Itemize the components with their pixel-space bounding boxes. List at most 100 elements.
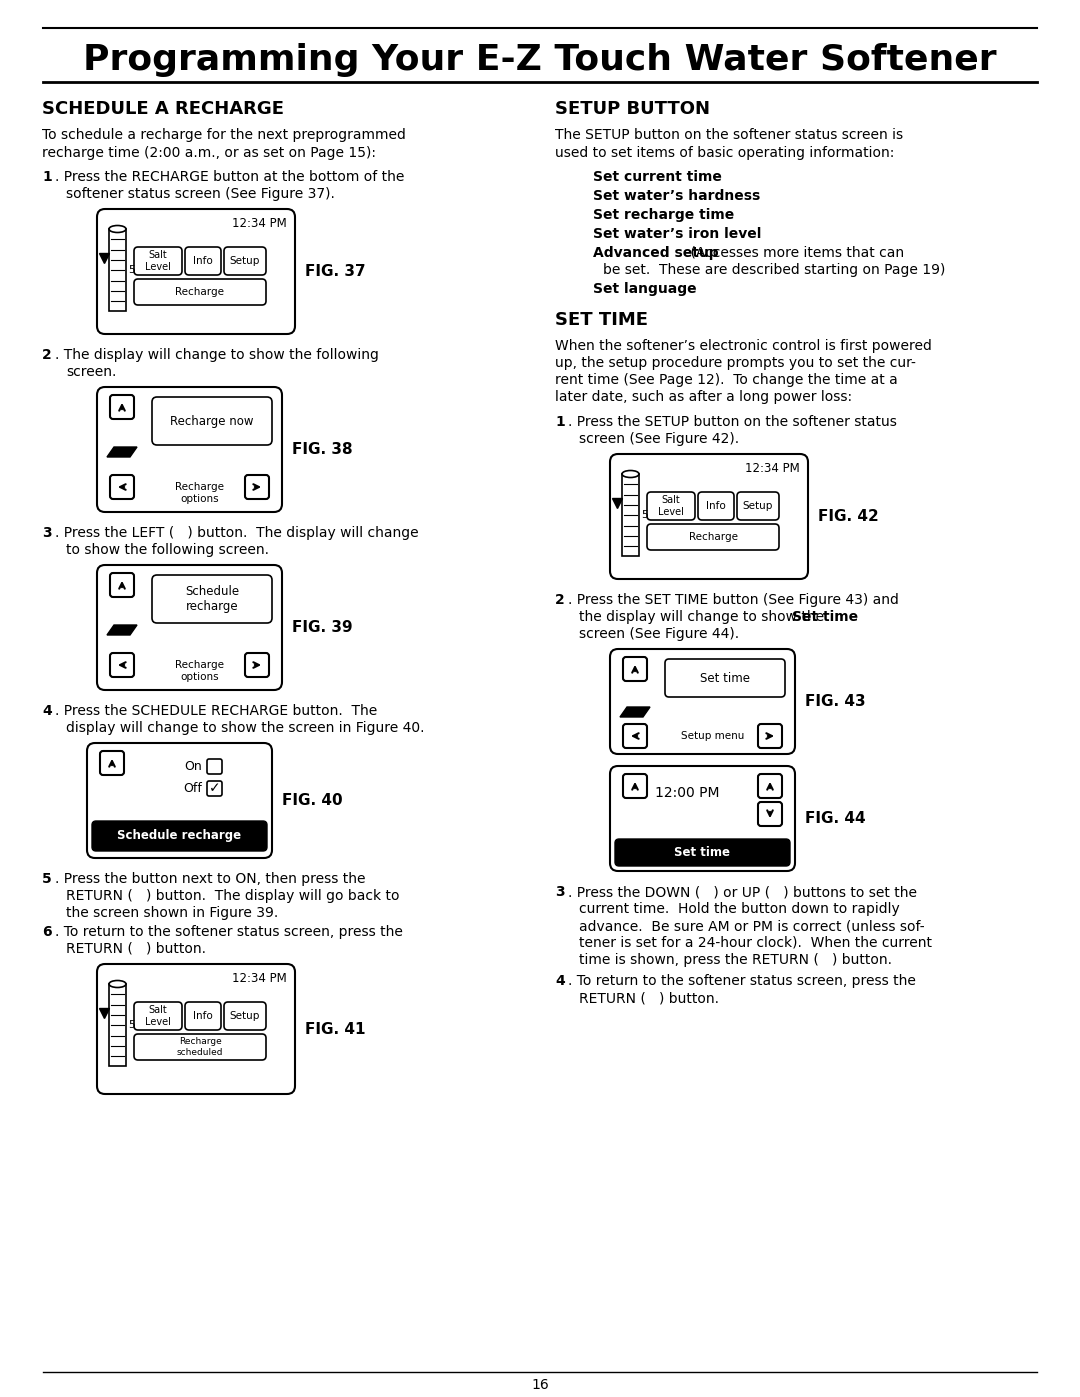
FancyBboxPatch shape <box>110 652 134 678</box>
Text: time is shown, press the RETURN (   ) button.: time is shown, press the RETURN ( ) butt… <box>579 953 892 967</box>
Text: Set time: Set time <box>700 672 750 685</box>
Text: (Accesses more items that can: (Accesses more items that can <box>686 246 904 260</box>
Text: To schedule a recharge for the next preprogrammed: To schedule a recharge for the next prep… <box>42 129 406 142</box>
Text: Set time: Set time <box>675 847 730 859</box>
Text: . Press the DOWN (   ) or UP (   ) buttons to set the: . Press the DOWN ( ) or UP ( ) buttons t… <box>568 886 917 900</box>
Text: display will change to show the screen in Figure 40.: display will change to show the screen i… <box>66 721 424 735</box>
FancyBboxPatch shape <box>92 821 267 851</box>
Text: Advanced setup: Advanced setup <box>593 246 718 260</box>
FancyBboxPatch shape <box>610 650 795 754</box>
FancyBboxPatch shape <box>207 781 222 796</box>
Text: Set time: Set time <box>792 610 859 624</box>
Text: FIG. 44: FIG. 44 <box>805 812 866 826</box>
Text: 1: 1 <box>555 415 565 429</box>
Text: . Press the SET TIME button (See Figure 43) and: . Press the SET TIME button (See Figure … <box>568 592 899 608</box>
FancyBboxPatch shape <box>97 964 295 1094</box>
FancyBboxPatch shape <box>185 247 221 275</box>
Text: the screen shown in Figure 39.: the screen shown in Figure 39. <box>66 907 279 921</box>
Text: screen.: screen. <box>66 365 117 379</box>
Text: 2: 2 <box>42 348 52 362</box>
Text: FIG. 42: FIG. 42 <box>818 509 879 524</box>
Text: . Press the button next to ON, then press the: . Press the button next to ON, then pres… <box>55 872 365 886</box>
Text: Setup menu: Setup menu <box>680 731 744 740</box>
FancyBboxPatch shape <box>245 652 269 678</box>
Text: 6: 6 <box>42 925 52 939</box>
FancyBboxPatch shape <box>758 724 782 747</box>
Text: Set language: Set language <box>593 282 697 296</box>
Text: Salt
Level: Salt Level <box>145 250 171 272</box>
FancyBboxPatch shape <box>758 802 782 826</box>
Text: Recharge
scheduled: Recharge scheduled <box>177 1038 224 1056</box>
Text: Schedule recharge: Schedule recharge <box>118 830 242 842</box>
FancyBboxPatch shape <box>224 1002 266 1030</box>
Text: Recharge now: Recharge now <box>171 415 254 427</box>
Text: Setup: Setup <box>230 256 260 265</box>
Text: Info: Info <box>193 1011 213 1021</box>
Bar <box>622 474 639 556</box>
FancyBboxPatch shape <box>134 1002 183 1030</box>
Text: 12:34 PM: 12:34 PM <box>745 462 800 475</box>
FancyBboxPatch shape <box>97 210 295 334</box>
Text: softener status screen (See Figure 37).: softener status screen (See Figure 37). <box>66 187 335 201</box>
Ellipse shape <box>622 471 639 478</box>
FancyBboxPatch shape <box>152 397 272 446</box>
Ellipse shape <box>109 981 126 988</box>
Text: . The display will change to show the following: . The display will change to show the fo… <box>55 348 379 362</box>
Text: Info: Info <box>706 502 726 511</box>
Text: 4: 4 <box>555 974 565 988</box>
Text: The SETUP button on the softener status screen is: The SETUP button on the softener status … <box>555 129 903 142</box>
Polygon shape <box>107 624 137 636</box>
Text: later date, such as after a long power loss:: later date, such as after a long power l… <box>555 390 852 404</box>
Text: Salt
Level: Salt Level <box>658 495 684 517</box>
FancyBboxPatch shape <box>623 724 647 747</box>
Text: Recharge
options: Recharge options <box>175 659 224 682</box>
Text: ✓: ✓ <box>208 781 220 795</box>
Text: 5: 5 <box>129 1020 135 1030</box>
Text: FIG. 43: FIG. 43 <box>805 694 866 710</box>
Text: Off: Off <box>184 782 202 795</box>
FancyBboxPatch shape <box>110 475 134 499</box>
Text: Setup: Setup <box>230 1011 260 1021</box>
Text: Recharge: Recharge <box>175 286 225 298</box>
Text: Set recharge time: Set recharge time <box>593 208 734 222</box>
Text: to show the following screen.: to show the following screen. <box>66 543 269 557</box>
Ellipse shape <box>109 225 126 232</box>
FancyBboxPatch shape <box>110 395 134 419</box>
Polygon shape <box>620 707 650 717</box>
Text: SCHEDULE A RECHARGE: SCHEDULE A RECHARGE <box>42 101 284 117</box>
Text: screen (See Figure 44).: screen (See Figure 44). <box>579 627 739 641</box>
Text: tener is set for a 24-hour clock).  When the current: tener is set for a 24-hour clock). When … <box>579 936 932 950</box>
FancyBboxPatch shape <box>97 387 282 511</box>
Bar <box>109 229 126 312</box>
FancyBboxPatch shape <box>623 774 647 798</box>
Text: Info: Info <box>193 256 213 265</box>
FancyBboxPatch shape <box>615 840 789 866</box>
Text: . Press the SCHEDULE RECHARGE button.  The: . Press the SCHEDULE RECHARGE button. Th… <box>55 704 377 718</box>
Text: . Press the LEFT (   ) button.  The display will change: . Press the LEFT ( ) button. The display… <box>55 527 419 541</box>
FancyBboxPatch shape <box>647 492 696 520</box>
Text: 3: 3 <box>42 527 52 541</box>
Text: screen (See Figure 42).: screen (See Figure 42). <box>579 432 739 446</box>
Text: FIG. 38: FIG. 38 <box>292 441 353 457</box>
Text: the display will change to show the: the display will change to show the <box>579 610 828 624</box>
FancyBboxPatch shape <box>97 564 282 690</box>
FancyBboxPatch shape <box>87 743 272 858</box>
Text: . To return to the softener status screen, press the: . To return to the softener status scree… <box>55 925 403 939</box>
Text: 3: 3 <box>555 886 565 900</box>
Text: advance.  Be sure AM or PM is correct (unless sof-: advance. Be sure AM or PM is correct (un… <box>579 919 924 933</box>
Text: 12:00 PM: 12:00 PM <box>656 787 719 800</box>
Text: 16: 16 <box>531 1377 549 1391</box>
FancyBboxPatch shape <box>647 524 779 550</box>
Text: recharge time (2:00 a.m., or as set on Page 15):: recharge time (2:00 a.m., or as set on P… <box>42 147 376 161</box>
Polygon shape <box>107 447 137 457</box>
FancyBboxPatch shape <box>698 492 734 520</box>
Text: FIG. 41: FIG. 41 <box>305 1021 365 1037</box>
FancyBboxPatch shape <box>100 752 124 775</box>
Text: Programming Your E-Z Touch Water Softener: Programming Your E-Z Touch Water Softene… <box>83 43 997 77</box>
FancyBboxPatch shape <box>623 657 647 680</box>
Text: 12:34 PM: 12:34 PM <box>232 217 287 231</box>
Text: SET TIME: SET TIME <box>555 312 648 330</box>
Text: used to set items of basic operating information:: used to set items of basic operating inf… <box>555 147 894 161</box>
Text: . To return to the softener status screen, press the: . To return to the softener status scree… <box>568 974 916 988</box>
Text: Schedule
recharge: Schedule recharge <box>185 585 239 613</box>
